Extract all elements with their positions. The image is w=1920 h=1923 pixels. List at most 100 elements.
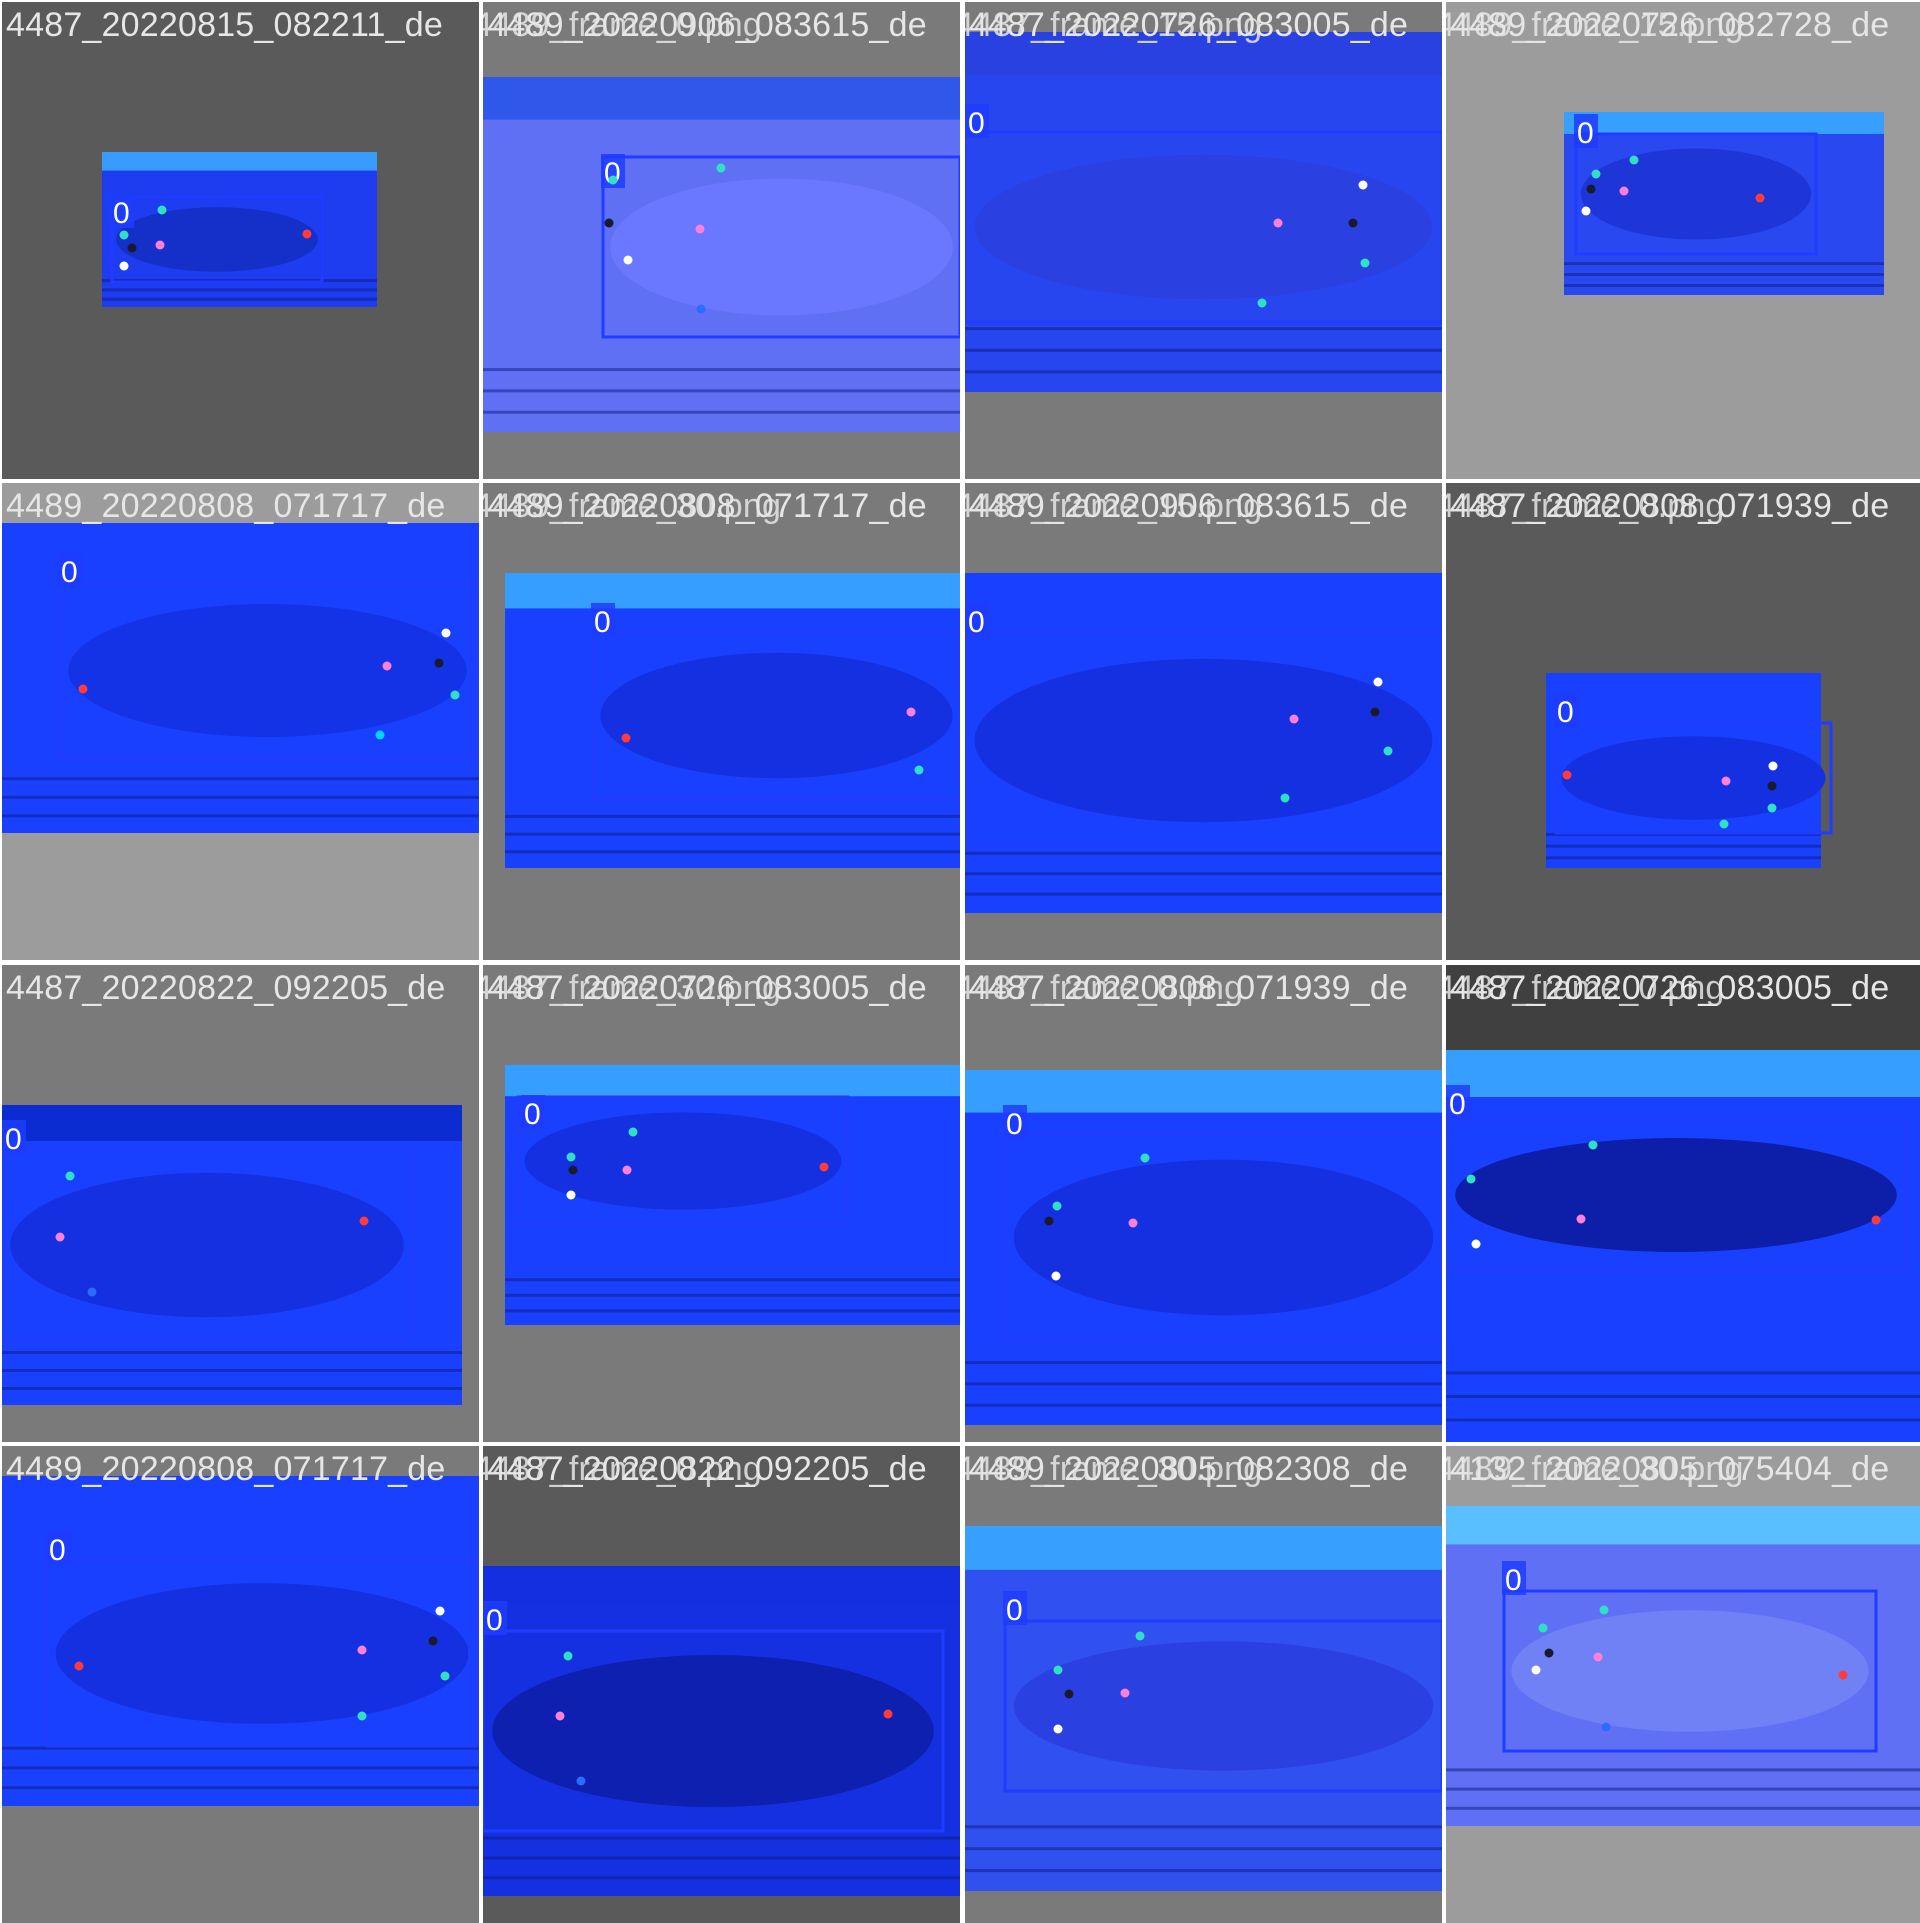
keypoint bbox=[1593, 1652, 1603, 1662]
wall-band bbox=[102, 152, 377, 171]
tile-overlay-title: 4489_frame_30.png bbox=[964, 1449, 1263, 1488]
keypoint bbox=[78, 684, 88, 694]
keypoint bbox=[566, 1152, 576, 1162]
tile-overlay-title: 4487_frame_0.png bbox=[964, 968, 1244, 1007]
fish-body bbox=[1455, 1137, 1897, 1252]
class-label: 0 bbox=[1505, 1564, 1522, 1597]
floor-stripe bbox=[964, 872, 1442, 876]
keypoint bbox=[357, 1645, 367, 1655]
tile-image: 0 bbox=[483, 2, 961, 479]
keypoint bbox=[576, 1776, 586, 1786]
mosaic-tile: 0 4489_20220805_082308_de 4489_frame_30.pn… bbox=[964, 1445, 1442, 1923]
keypoint bbox=[1289, 714, 1299, 724]
bounding-box bbox=[516, 1095, 850, 1227]
keypoint bbox=[695, 224, 705, 234]
keypoint bbox=[1373, 677, 1383, 687]
tile-image: 0 bbox=[1445, 964, 1920, 1442]
keypoint bbox=[716, 163, 726, 173]
tile-overlay-title: 4487_frame_15.png bbox=[964, 487, 1263, 526]
mosaic-tile: 0 4487_20220822_092205_de bbox=[2, 964, 479, 1442]
fish-body bbox=[524, 1111, 842, 1210]
floor-stripe bbox=[1445, 1418, 1920, 1422]
mosaic-tile: 0 4487_20220726_083005_de 4487_frame_0.png bbox=[1445, 964, 1920, 1442]
class-label: 0 bbox=[49, 1534, 66, 1567]
keypoint bbox=[87, 1287, 97, 1297]
keypoint bbox=[883, 1709, 893, 1719]
floor-stripe bbox=[964, 370, 1442, 374]
class-label: 0 bbox=[5, 1123, 22, 1156]
tile-image: 0 bbox=[1445, 1445, 1920, 1923]
wall-band bbox=[964, 1525, 1442, 1570]
keypoint bbox=[382, 661, 392, 671]
wall-band bbox=[2, 1104, 462, 1141]
tile-overlay-title: 4489_frame_0.png bbox=[483, 6, 762, 44]
mosaic-tile: 0 4487_20220808_071939_de 4487_frame_0.png bbox=[964, 964, 1442, 1442]
floor-stripe bbox=[1445, 1806, 1920, 1810]
class-label-background bbox=[1501, 1560, 1526, 1595]
class-label-background bbox=[1573, 114, 1598, 148]
bounding-box bbox=[1502, 1589, 1878, 1753]
tile-title: 4487_20220726_083005_de bbox=[487, 968, 927, 1007]
tile-title: 4487_20220822_092205_de bbox=[487, 1449, 927, 1488]
bounding-box bbox=[110, 195, 324, 284]
class-label-background bbox=[591, 603, 616, 638]
class-label: 0 bbox=[524, 1098, 541, 1131]
tile-overlay-title: 4487_frame_15.png bbox=[964, 6, 1263, 44]
bounding-box bbox=[1003, 1133, 1442, 1342]
tile-image: 0 bbox=[2, 2, 479, 479]
keypoint bbox=[1052, 1201, 1062, 1211]
tile-title: 4489_20220808_071717_de bbox=[6, 487, 446, 526]
keypoint bbox=[621, 733, 631, 743]
keypoint bbox=[1719, 819, 1729, 829]
bounding-box bbox=[601, 155, 961, 339]
keypoint bbox=[1721, 776, 1731, 786]
keypoint bbox=[1581, 206, 1591, 216]
floor-stripe bbox=[964, 852, 1442, 856]
class-label: 0 bbox=[1006, 1594, 1023, 1627]
floor-stripe bbox=[964, 327, 1442, 331]
fish-body bbox=[1013, 1641, 1433, 1771]
floor-stripe bbox=[505, 1277, 961, 1281]
class-label: 0 bbox=[968, 107, 985, 140]
floor-stripe bbox=[505, 832, 961, 836]
keypoint bbox=[1466, 1174, 1476, 1184]
tile-image: 0 bbox=[483, 483, 961, 961]
floor-stripe bbox=[2, 1368, 462, 1372]
mosaic-tile: 0 4489_20220808_071717_de bbox=[2, 1445, 479, 1923]
mosaic-tile: 0 4489_20220808_071717_de 4489_frame_30.pn… bbox=[483, 483, 961, 961]
keypoint bbox=[1538, 1623, 1548, 1633]
floor-stripe bbox=[483, 1836, 961, 1840]
tile-image: 0 bbox=[964, 964, 1442, 1442]
keypoint bbox=[608, 175, 618, 185]
mosaic-tile: 0 4487_20220822_092205_de 4487_frame_0.png bbox=[483, 1445, 961, 1923]
keypoint bbox=[302, 229, 312, 239]
floor-stripe bbox=[2, 1766, 479, 1770]
floor-stripe bbox=[1563, 262, 1884, 266]
bounding-box bbox=[964, 130, 1442, 324]
keypoint bbox=[1629, 155, 1639, 165]
floor-stripe bbox=[2, 1746, 479, 1750]
class-label-background bbox=[964, 603, 989, 638]
tile-title: 4489_20220808_071717_de bbox=[487, 487, 927, 526]
class-label-background bbox=[110, 194, 134, 228]
class-label-background bbox=[1445, 1084, 1470, 1119]
keypoint bbox=[1370, 707, 1380, 717]
tile-image: 0 bbox=[964, 483, 1442, 961]
floor-stripe bbox=[2, 1386, 462, 1390]
class-label-background bbox=[521, 1094, 546, 1129]
mosaic-tile: 0 4132_20220805_075404_de 4489_frame_30.pn… bbox=[1445, 1445, 1920, 1923]
floor-stripe bbox=[964, 1360, 1442, 1364]
tile-title: 4489_20220906_083615_de bbox=[968, 487, 1409, 526]
class-label-background bbox=[1553, 693, 1578, 728]
mosaic-tile: 0 4489_20220906_083615_de 4489_frame_0.png bbox=[483, 2, 961, 479]
tile-overlay-title: 4487_frame_0.png bbox=[483, 1449, 762, 1488]
floor-stripe bbox=[505, 850, 961, 854]
tile-title: 4487_20220815_082211_de bbox=[6, 6, 443, 44]
keypoint bbox=[1360, 258, 1370, 268]
fish-body bbox=[974, 154, 1433, 300]
keypoint bbox=[1120, 1688, 1130, 1698]
floor-stripe bbox=[483, 389, 961, 393]
class-label: 0 bbox=[594, 606, 611, 639]
keypoint bbox=[375, 730, 385, 740]
